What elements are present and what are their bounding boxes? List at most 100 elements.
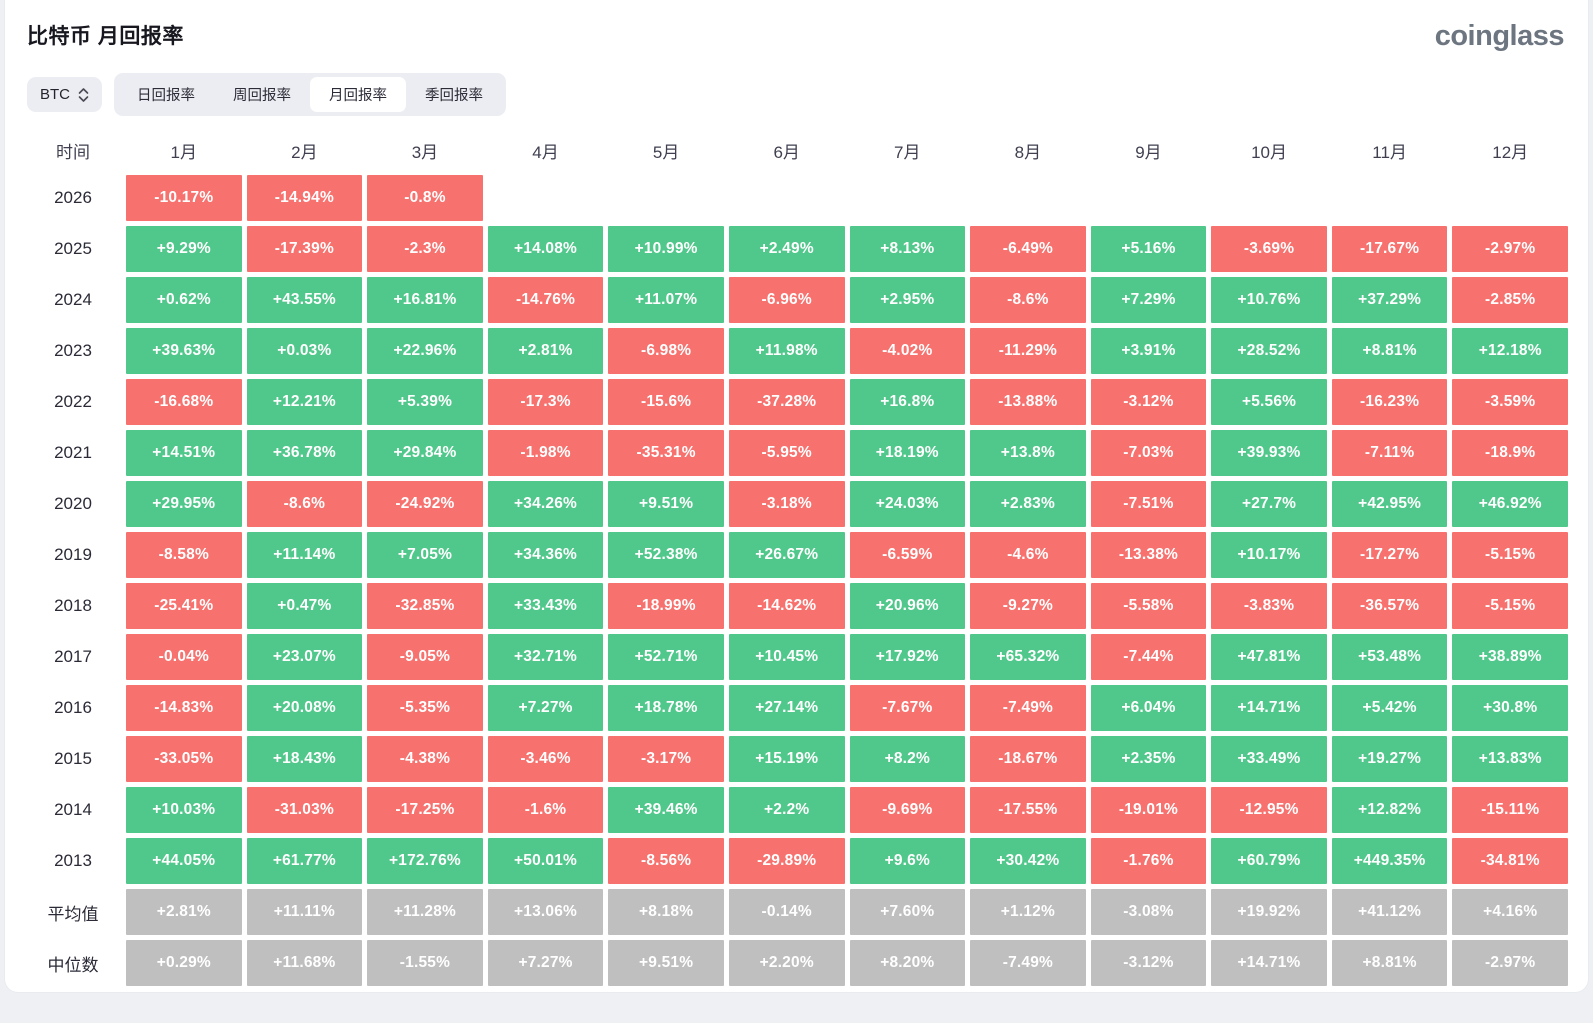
controls-row: BTC 日回报率 周回报率 月回报率 季回报率 bbox=[27, 73, 1568, 116]
return-cell: +8.20% bbox=[849, 940, 966, 986]
return-cell: +14.08% bbox=[487, 226, 604, 272]
return-cell bbox=[1452, 175, 1568, 221]
row-label: 2014 bbox=[54, 800, 92, 819]
return-cell: +50.01% bbox=[487, 838, 604, 884]
return-cell: -14.62% bbox=[728, 583, 845, 629]
return-cell: +19.27% bbox=[1331, 736, 1448, 782]
return-cell: -9.27% bbox=[970, 583, 1086, 629]
return-cell: -15.11% bbox=[1452, 787, 1568, 833]
return-cell: -34.81% bbox=[1452, 838, 1568, 884]
return-cell: -2.97% bbox=[1452, 940, 1568, 986]
return-cell: +52.38% bbox=[608, 532, 724, 578]
return-cell: +20.08% bbox=[246, 685, 363, 731]
return-cell: -6.49% bbox=[970, 226, 1086, 272]
return-cell: +33.49% bbox=[1211, 736, 1327, 782]
return-cell: -17.25% bbox=[367, 787, 483, 833]
return-cell: +14.71% bbox=[1211, 940, 1327, 986]
return-cell: +20.96% bbox=[849, 583, 966, 629]
row-label: 2016 bbox=[54, 698, 92, 717]
return-cell: +7.05% bbox=[367, 532, 483, 578]
return-cell: +60.79% bbox=[1211, 838, 1327, 884]
return-cell: +27.14% bbox=[728, 685, 845, 731]
return-cell: -0.8% bbox=[367, 175, 483, 221]
row-label: 2019 bbox=[54, 545, 92, 564]
return-cell: +16.81% bbox=[367, 277, 483, 323]
return-cell: -10.17% bbox=[126, 175, 242, 221]
return-cell: +2.49% bbox=[728, 226, 845, 272]
return-cell: -18.99% bbox=[608, 583, 724, 629]
return-cell: +18.43% bbox=[246, 736, 363, 782]
return-cell: -13.88% bbox=[970, 379, 1086, 425]
return-cell: -17.3% bbox=[487, 379, 604, 425]
return-cell: +14.51% bbox=[126, 430, 242, 476]
return-cell: -9.05% bbox=[367, 634, 483, 680]
return-cell: +8.13% bbox=[849, 226, 966, 272]
return-cell: -14.76% bbox=[487, 277, 604, 323]
return-cell: +4.16% bbox=[1452, 889, 1568, 935]
return-cell: +7.27% bbox=[487, 685, 604, 731]
return-cell: -18.67% bbox=[970, 736, 1086, 782]
return-cell: +38.89% bbox=[1452, 634, 1568, 680]
return-cell: +13.06% bbox=[487, 889, 604, 935]
return-cell: +34.36% bbox=[487, 532, 604, 578]
return-cell bbox=[608, 175, 724, 221]
return-cell: -25.41% bbox=[126, 583, 242, 629]
tab-monthly-returns[interactable]: 月回报率 bbox=[310, 77, 406, 112]
return-cell: +0.29% bbox=[126, 940, 242, 986]
return-cell: +39.63% bbox=[126, 328, 242, 374]
return-cell: -12.95% bbox=[1211, 787, 1327, 833]
return-cell: -3.12% bbox=[1090, 940, 1207, 986]
return-cell: -9.69% bbox=[849, 787, 966, 833]
return-cell: -1.6% bbox=[487, 787, 604, 833]
return-cell: -17.55% bbox=[970, 787, 1086, 833]
return-cell: -31.03% bbox=[246, 787, 363, 833]
return-cell: +5.16% bbox=[1090, 226, 1207, 272]
return-cell bbox=[850, 175, 966, 221]
return-cell: -6.59% bbox=[849, 532, 966, 578]
return-cell: +10.45% bbox=[728, 634, 845, 680]
row-label: 2013 bbox=[54, 851, 92, 870]
column-header: 2月 bbox=[291, 142, 318, 162]
return-cell: +10.17% bbox=[1211, 532, 1327, 578]
return-cell: +8.2% bbox=[849, 736, 966, 782]
return-cell: -8.56% bbox=[608, 838, 724, 884]
column-header: 6月 bbox=[773, 142, 800, 162]
return-cell: +13.8% bbox=[970, 430, 1086, 476]
return-cell: +53.48% bbox=[1331, 634, 1448, 680]
return-cell: -24.92% bbox=[367, 481, 483, 527]
return-cell: +27.7% bbox=[1211, 481, 1327, 527]
return-cell: +11.98% bbox=[728, 328, 845, 374]
return-cell: -8.6% bbox=[970, 277, 1086, 323]
return-cell: +46.92% bbox=[1452, 481, 1568, 527]
return-cell: +11.68% bbox=[246, 940, 363, 986]
return-cell: -17.67% bbox=[1331, 226, 1448, 272]
return-cell: +0.62% bbox=[126, 277, 242, 323]
return-cell: +52.71% bbox=[608, 634, 724, 680]
return-cell: +29.95% bbox=[126, 481, 242, 527]
coin-selector[interactable]: BTC bbox=[27, 77, 102, 112]
return-cell: -3.46% bbox=[487, 736, 604, 782]
return-cell: -4.38% bbox=[367, 736, 483, 782]
return-cell: -5.58% bbox=[1090, 583, 1207, 629]
column-header: 5月 bbox=[652, 142, 680, 162]
return-cell: +9.51% bbox=[608, 481, 724, 527]
return-cell: -15.6% bbox=[608, 379, 724, 425]
return-cell: -13.38% bbox=[1090, 532, 1207, 578]
return-cell: +36.78% bbox=[246, 430, 363, 476]
row-label: 2026 bbox=[54, 188, 92, 207]
page-title: 比特币 月回报率 bbox=[27, 25, 184, 48]
tab-quarterly-returns[interactable]: 季回报率 bbox=[425, 88, 483, 104]
column-header: 8月 bbox=[1014, 142, 1042, 162]
tab-daily-returns[interactable]: 日回报率 bbox=[137, 88, 195, 104]
tab-weekly-returns[interactable]: 周回报率 bbox=[233, 88, 291, 104]
return-cell: -16.23% bbox=[1331, 379, 1448, 425]
return-cell: +10.03% bbox=[126, 787, 242, 833]
return-cell: -5.95% bbox=[728, 430, 845, 476]
return-cell: -5.35% bbox=[367, 685, 483, 731]
return-cell: +18.78% bbox=[608, 685, 724, 731]
return-cell: -3.12% bbox=[1090, 379, 1207, 425]
return-cell: +65.32% bbox=[970, 634, 1086, 680]
return-cell: -17.39% bbox=[246, 226, 363, 272]
return-cell: -1.55% bbox=[367, 940, 483, 986]
row-label: 2021 bbox=[54, 443, 92, 462]
